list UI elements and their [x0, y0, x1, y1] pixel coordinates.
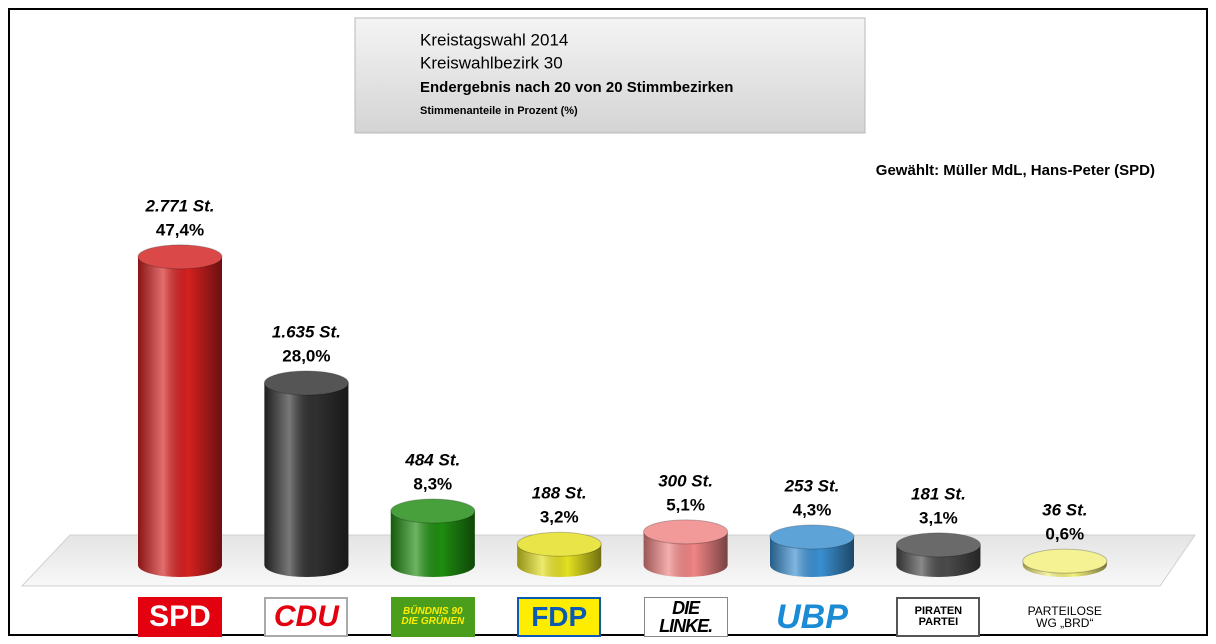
value-label: 28,0%	[282, 346, 330, 365]
value-label: 8,3%	[413, 475, 452, 494]
chart-subtitle: Kreiswahlbezirk 30	[420, 53, 563, 72]
bar-top	[643, 519, 729, 545]
vote-label: 253 St.	[784, 477, 840, 496]
value-label: 3,1%	[919, 508, 958, 527]
party-logo: DIE LINKE.	[643, 597, 728, 637]
title-box	[354, 17, 866, 134]
bar-top-light	[390, 499, 475, 524]
vote-label: 188 St.	[532, 484, 587, 503]
value-label: 0,6%	[1045, 525, 1084, 544]
frame	[8, 8, 1208, 636]
vote-label: 300 St.	[658, 471, 713, 490]
vote-label: 36 St.	[1042, 501, 1087, 520]
value-label: 3,2%	[540, 508, 579, 527]
value-label: 47,4%	[156, 220, 204, 239]
vote-label: 484 St.	[404, 451, 460, 470]
vote-label: 181 St.	[911, 484, 966, 503]
bar-top-light	[138, 244, 222, 269]
bar-top	[769, 524, 855, 550]
bar-top	[895, 532, 981, 558]
chart-note: Stimmenanteile in Prozent (%)	[420, 105, 578, 117]
party-logo: CDU	[264, 597, 349, 637]
bar-top-light	[770, 525, 854, 550]
annotation: Gewählt: Müller MdL, Hans-Peter (SPD)	[876, 162, 1155, 179]
bar-top	[516, 531, 602, 557]
bar-shade	[264, 383, 349, 565]
bar-top	[390, 498, 476, 524]
bar-top-light	[517, 532, 602, 557]
bar-shade	[138, 256, 222, 565]
value-label: 4,3%	[793, 501, 832, 520]
bar-top-light	[643, 519, 728, 544]
value-label: 5,1%	[666, 495, 705, 514]
bar-top	[263, 370, 349, 396]
chart-title: Kreistagswahl 2014	[420, 30, 568, 49]
party-logo: BÜNDNIS 90 DIE GRÜNEN	[390, 597, 475, 637]
bar-top	[1022, 548, 1108, 574]
party-logo: SPD	[138, 597, 222, 637]
vote-label: 1.635 St.	[272, 322, 341, 341]
party-logo: FDP	[517, 597, 602, 637]
bar-top-light	[896, 532, 981, 557]
party-logo: PARTEILOSE WG „BRD“	[1027, 604, 1102, 630]
bar-top	[137, 244, 223, 270]
party-logo: UBP	[776, 598, 848, 636]
bar-top-light	[264, 371, 349, 395]
bar-top-light	[1022, 549, 1107, 574]
party-logo: PIRATEN PARTEI	[896, 597, 981, 637]
vote-label: 2.771 St.	[145, 196, 215, 215]
chart-subtitle: Endergebnis nach 20 von 20 Stimmbezirken	[420, 79, 733, 96]
